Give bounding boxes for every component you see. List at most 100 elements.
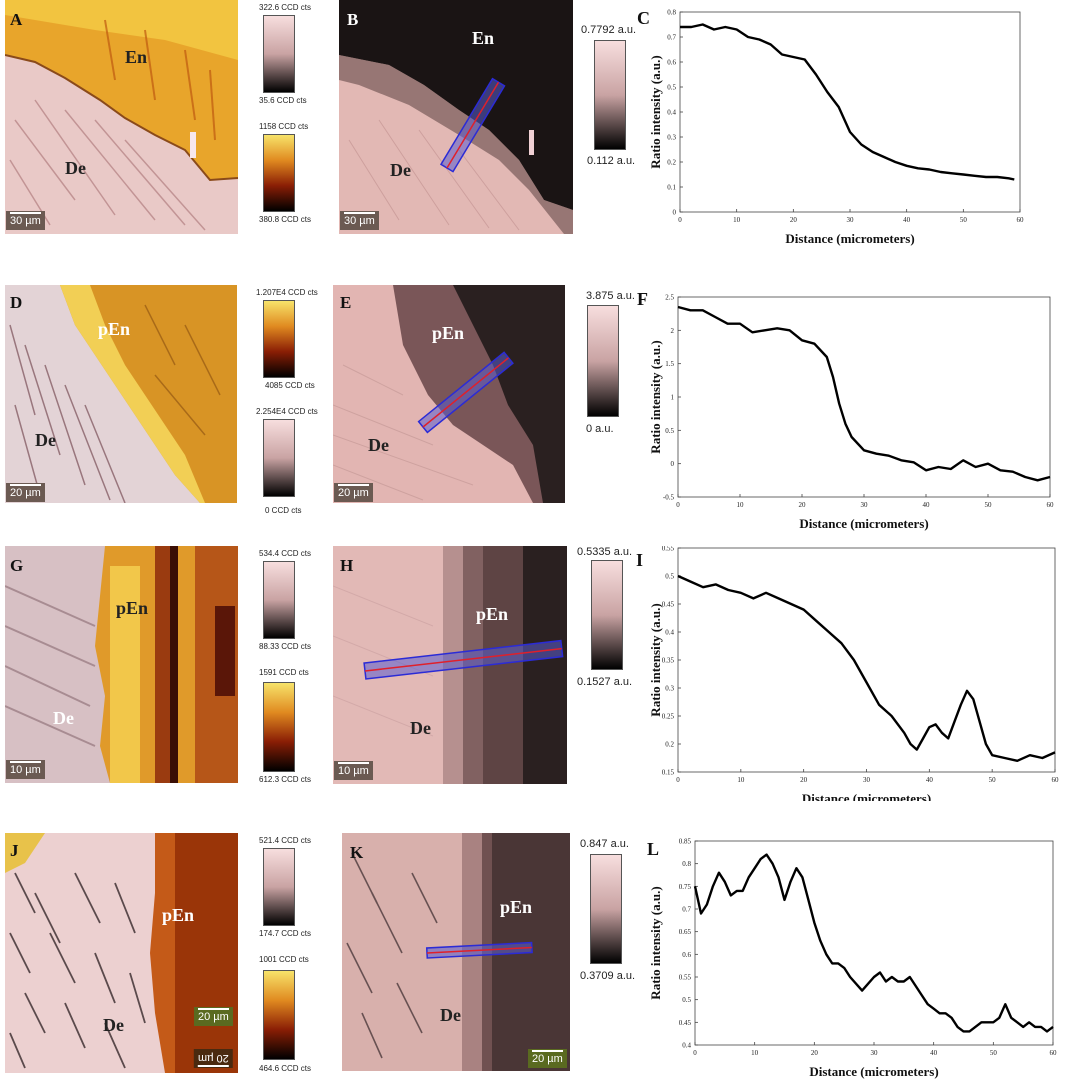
panel-letter: A <box>10 10 23 29</box>
x-tick-label: 20 <box>799 501 807 509</box>
x-tick-label: 40 <box>903 216 911 224</box>
y-tick-label: 0.8 <box>682 860 691 868</box>
y-tick-label: 0.45 <box>679 1019 692 1027</box>
plot-area <box>694 840 1054 1046</box>
colorbar-min: 0.1527 a.u. <box>577 676 633 688</box>
y-tick-label: 0.75 <box>679 883 692 891</box>
y-axis-label: Ratio intensity (a.u.) <box>648 55 663 168</box>
y-tick-label: 0.85 <box>679 838 692 846</box>
colorbar-max: 0.7792 a.u. <box>581 24 637 36</box>
line-chart-l: 0 10 20 30 40 50 60 0.4 0.45 0.5 0.55 0.6 0.65 0.7 0.7… <box>648 838 1057 1080</box>
x-tick-label: 20 <box>811 1049 819 1057</box>
x-tick-label: 60 <box>1017 216 1025 224</box>
colorbar-max: 534.4 CCD cts <box>259 549 312 558</box>
y-tick-label: 0.5 <box>667 84 676 92</box>
colorbar-max: 521.4 CCD cts <box>259 836 312 845</box>
region-label-dentin: De <box>410 718 431 738</box>
x-tick-label: 30 <box>847 216 855 224</box>
panel-letter: K <box>350 843 364 862</box>
colorbar-min: 464.6 CCD cts <box>259 1064 312 1073</box>
x-tick-label: 50 <box>990 1049 998 1057</box>
colorbar-gold <box>263 134 295 212</box>
colorbar-min: 174.7 CCD cts <box>259 929 312 938</box>
y-tick-label: 0.6 <box>667 59 676 67</box>
x-axis-label: Distance (micrometers) <box>785 231 914 246</box>
y-tick-label: -0.5 <box>663 494 675 502</box>
panel-letter: L <box>647 839 660 859</box>
y-tick-label: 0.5 <box>682 996 691 1004</box>
colorbar-pink <box>263 848 295 926</box>
figure-row-1: A En De 30 µm 322.6 CCD cts 35.6 CCD cts… <box>0 0 1065 250</box>
data-series-line <box>693 853 1054 1033</box>
y-tick-label: 0.5 <box>665 427 674 435</box>
colorbar-max: 1158 CCD cts <box>259 122 309 131</box>
x-axis-label: Distance (micrometers) <box>802 791 931 801</box>
ratio-map-h <box>333 546 567 784</box>
y-tick-label: 0.55 <box>679 974 692 982</box>
region-label-enamel: pEn <box>116 598 149 618</box>
colorbar-max: 0.5335 a.u. <box>577 546 633 558</box>
y-tick-label: 0.25 <box>662 713 675 721</box>
y-tick-label: 2.5 <box>665 294 674 302</box>
colorbar-ratio <box>587 305 619 417</box>
colorbar-max: 3.875 a.u. <box>586 290 635 302</box>
y-tick-label: 0.5 <box>665 573 674 581</box>
x-axis-label: Distance (micrometers) <box>799 516 928 531</box>
panel-letter: B <box>347 10 359 29</box>
scale-bar: 20 µm <box>528 1049 567 1068</box>
colorbar-min: 0 CCD cts <box>265 506 302 515</box>
x-tick-label: 10 <box>737 776 745 784</box>
x-tick-label: 20 <box>800 776 808 784</box>
x-tick-label: 40 <box>923 501 931 509</box>
scale-bar-mirrored: 20 µm <box>194 1049 233 1068</box>
colorbar-ratio <box>591 560 623 670</box>
y-tick-label: 0.3 <box>667 134 676 142</box>
scale-bar: 30 µm <box>6 211 45 230</box>
y-tick-label: 0 <box>673 209 677 217</box>
colorbar-gold <box>263 682 295 772</box>
x-tick-label: 30 <box>861 501 869 509</box>
colorbar-min: 4085 CCD cts <box>265 381 315 390</box>
region-label-dentin: De <box>65 158 86 178</box>
scale-bar: 20 µm <box>194 1007 233 1026</box>
y-tick-label: 0.15 <box>662 769 675 777</box>
data-series-line <box>677 574 1056 763</box>
y-tick-label: 0 <box>671 460 675 468</box>
colorbar-min: 612.3 CCD cts <box>259 775 312 784</box>
y-axis-label: Ratio intensity (a.u.) <box>648 603 663 716</box>
colorbar-max: 322.6 CCD cts <box>259 3 312 12</box>
colorbar-gold <box>263 300 295 378</box>
figure-row-4: J pEn De 20 µm 20 µm 521.4 CCD cts 174.7… <box>0 833 1065 1083</box>
y-axis-label: Ratio intensity (a.u.) <box>648 340 663 453</box>
x-tick-label: 50 <box>985 501 993 509</box>
x-tick-label: 0 <box>676 776 680 784</box>
x-tick-label: 60 <box>1052 776 1060 784</box>
x-tick-label: 10 <box>751 1049 759 1057</box>
colorbar-ratio <box>594 40 626 150</box>
y-tick-label: 1.5 <box>665 360 674 368</box>
figure-row-3: G pEn De 10 µm 534.4 CCD cts 88.33 CCD c… <box>0 546 1065 801</box>
panel-letter: F <box>637 289 648 309</box>
x-tick-label: 30 <box>871 1049 879 1057</box>
x-tick-label: 60 <box>1047 501 1055 509</box>
x-tick-label: 0 <box>676 501 680 509</box>
figure-row-2: D pEn De 20 µm 1.207E4 CCD cts 4085 CCD … <box>0 285 1065 535</box>
y-tick-label: 1 <box>671 394 675 402</box>
colorbar-pink <box>263 561 295 639</box>
x-tick-label: 10 <box>737 501 745 509</box>
scale-bar: 10 µm <box>6 760 45 779</box>
x-tick-label: 40 <box>930 1049 938 1057</box>
x-tick-label: 0 <box>693 1049 697 1057</box>
region-label-enamel: En <box>472 28 495 48</box>
colorbar-max: 0.847 a.u. <box>580 838 629 850</box>
colorbar-pink <box>263 15 295 93</box>
y-tick-label: 0.8 <box>667 9 676 17</box>
y-axis-label: Ratio intensity (a.u.) <box>648 886 663 999</box>
panel-letter: C <box>637 8 650 28</box>
region-label-dentin: De <box>103 1015 124 1035</box>
y-tick-label: 2 <box>671 327 675 335</box>
colorbar-min: 380.8 CCD cts <box>259 215 312 224</box>
raman-map-a <box>5 0 238 234</box>
region-label-enamel: pEn <box>476 604 509 624</box>
